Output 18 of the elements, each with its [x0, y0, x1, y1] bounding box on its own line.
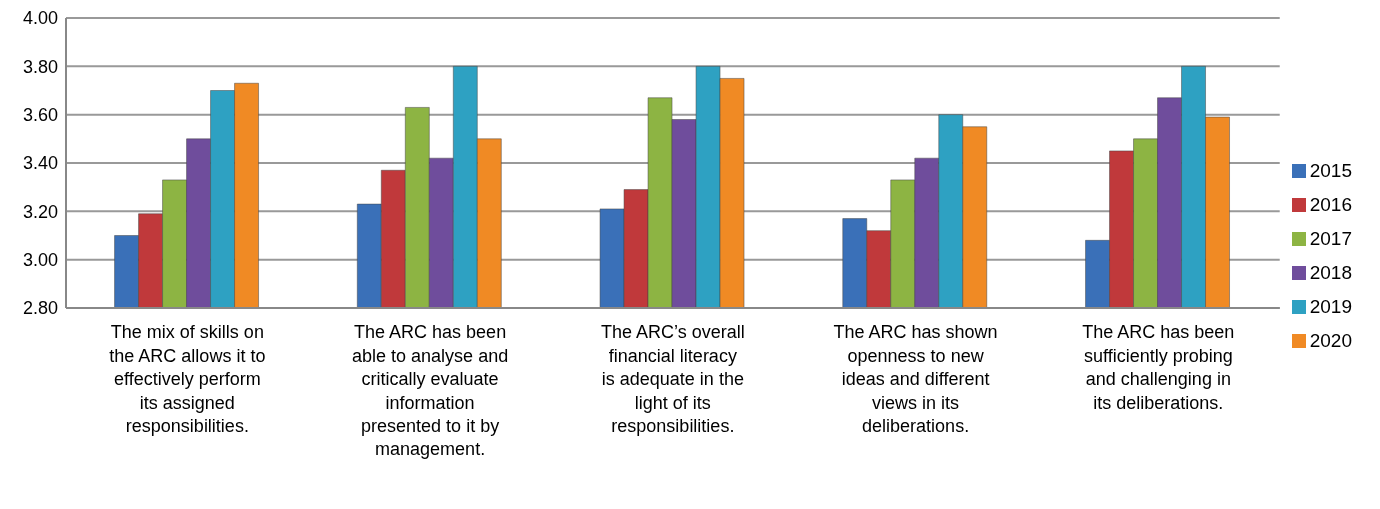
- y-tick-label: 4.00: [22, 8, 58, 29]
- legend-label: 2015: [1309, 159, 1352, 181]
- x-tick-label: The mix of skills on the ARC allows it to effectively perform its assigned responsibilities.: [109, 322, 266, 436]
- y-tick-label: 3.20: [22, 201, 58, 222]
- y-tick-label: 3.60: [22, 105, 58, 126]
- legend-label: 2017: [1309, 227, 1352, 249]
- y-tick-label: 3.40: [22, 153, 58, 174]
- x-tick-label: The ARC has shown openness to new ideas and different views in its deliberations.: [833, 322, 998, 436]
- x-tick-label: The ARC has been sufficiently probing and challenging in its deliberations.: [1082, 322, 1235, 413]
- y-tick-label: 3.80: [22, 56, 58, 77]
- x-tick-label: The ARC has been able to analyse and critically evaluate information presented to it by management.: [352, 322, 509, 460]
- y-tick-label: 3.00: [22, 250, 58, 271]
- y-tick-label: 2.80: [22, 298, 58, 319]
- legend-label: 2020: [1309, 329, 1352, 351]
- legend-label: 2018: [1309, 261, 1352, 283]
- legend-label: 2019: [1309, 295, 1352, 317]
- x-tick-label: The ARC’s overall financial literacy is adequate in the light of its responsibilities.: [600, 322, 745, 436]
- legend-label: 2016: [1309, 193, 1352, 215]
